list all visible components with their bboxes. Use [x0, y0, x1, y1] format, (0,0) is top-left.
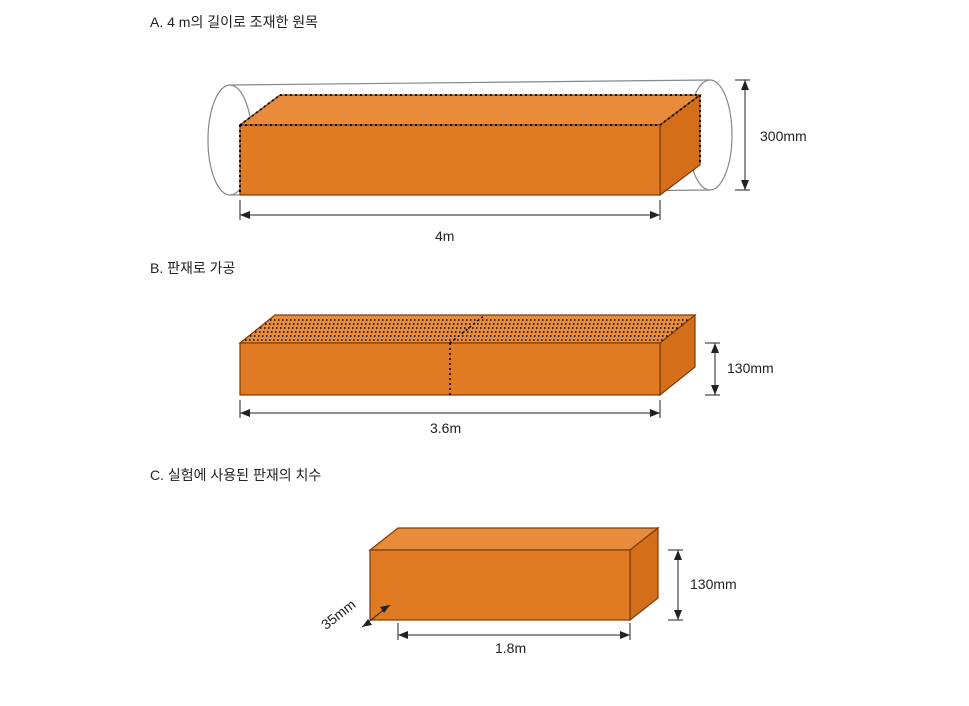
cuboid-b-top — [240, 315, 695, 343]
dim-b-height-arr-b — [711, 385, 719, 395]
diagram-a — [180, 45, 800, 245]
dim-c-height-label: 130mm — [690, 576, 737, 592]
diagram-b — [180, 283, 800, 453]
dim-b-width-arr-l — [240, 409, 250, 417]
section-a-label: A. 4 m의 길이로 조재한 원목 — [150, 12, 318, 32]
dim-c-height-arr-b — [674, 610, 682, 620]
dim-c-width-arr-r — [620, 631, 630, 639]
dim-a-height-arr-b — [741, 180, 749, 190]
dim-b-width-arr-r — [650, 409, 660, 417]
cuboid-a-front — [240, 125, 660, 195]
dim-c-height-arr-t — [674, 550, 682, 560]
dim-a-width-arr-r — [650, 211, 660, 219]
log-top-line — [230, 80, 710, 85]
dim-c-width-label: 1.8m — [495, 640, 526, 656]
section-c-label: C. 실험에 사용된 판재의 치수 — [150, 465, 321, 485]
dim-b-height-arr-t — [711, 343, 719, 353]
dim-a-width-arr-l — [240, 211, 250, 219]
dim-b-width-label: 3.6m — [430, 420, 461, 436]
dim-b-height-label: 130mm — [727, 360, 774, 376]
section-b-label: B. 판재로 가공 — [150, 258, 235, 278]
dim-c-width-arr-l — [398, 631, 408, 639]
dim-a-height-label: 300mm — [760, 128, 807, 144]
cuboid-c-front — [370, 550, 630, 620]
dim-a-height-arr-t — [741, 80, 749, 90]
cuboid-c-top — [370, 528, 658, 550]
dim-a-width-label: 4m — [435, 228, 454, 244]
cuboid-a-top — [240, 95, 700, 125]
